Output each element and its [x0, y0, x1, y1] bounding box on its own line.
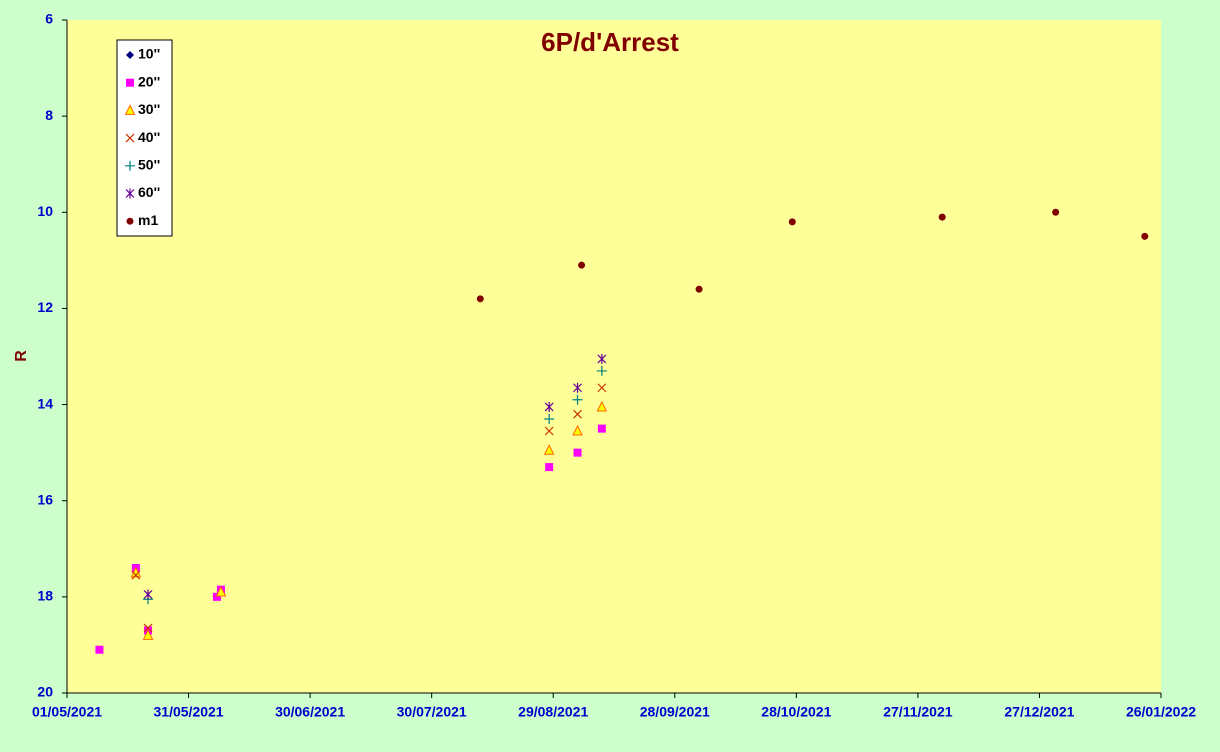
y-axis-label: R: [13, 350, 30, 362]
legend-marker: [126, 217, 134, 225]
x-tick-label: 29/08/2021: [518, 704, 588, 720]
marker: [544, 413, 555, 424]
y-tick-label: 16: [37, 491, 53, 507]
marker: [143, 589, 153, 600]
marker: [476, 295, 484, 303]
marker: [596, 365, 607, 376]
marker: [572, 394, 583, 405]
marker: [788, 218, 796, 226]
x-tick-label: 30/07/2021: [397, 704, 467, 720]
y-tick-label: 6: [45, 11, 53, 27]
legend-label: 20'': [138, 73, 160, 89]
y-tick-label: 18: [37, 588, 53, 604]
x-tick-label: 27/12/2021: [1004, 704, 1074, 720]
y-tick-label: 14: [37, 395, 53, 411]
x-tick-label: 31/05/2021: [154, 704, 224, 720]
x-tick-label: 27/11/2021: [883, 704, 953, 720]
x-tick-label: 01/05/2021: [32, 704, 102, 720]
marker: [573, 382, 582, 393]
legend-label: 60'': [138, 184, 160, 200]
legend-label: 50'': [138, 157, 160, 173]
marker: [573, 409, 582, 419]
y-tick-label: 12: [37, 299, 53, 315]
y-tick-label: 20: [37, 684, 53, 700]
legend-marker: [125, 188, 135, 199]
marker: [938, 213, 946, 221]
marker: [578, 261, 586, 269]
legend-label: 10'': [138, 46, 160, 62]
marker: [596, 400, 608, 412]
legend-marker: [124, 104, 136, 115]
legend-marker: [125, 160, 135, 171]
x-tick-label: 26/01/2022: [1126, 704, 1196, 720]
legend-label: 30'': [138, 101, 160, 117]
x-tick-label: 28/09/2021: [640, 704, 710, 720]
marker: [573, 448, 582, 457]
marker: [544, 426, 554, 436]
plot-area: [67, 20, 1161, 693]
marker: [95, 645, 104, 654]
marker: [597, 383, 607, 393]
x-tick-label: 28/10/2021: [761, 704, 831, 720]
marker: [212, 592, 221, 601]
legend-label: m1: [138, 212, 158, 228]
legend-marker: [125, 133, 135, 143]
marker: [1052, 208, 1060, 216]
marker: [142, 629, 154, 640]
y-tick-label: 8: [45, 107, 53, 123]
marker: [597, 353, 607, 364]
marker: [695, 285, 703, 293]
y-tick-label: 10: [37, 203, 53, 219]
legend: [116, 39, 173, 237]
marker: [543, 444, 555, 455]
marker: [572, 424, 583, 436]
chart-title: 6P/d'Arrest: [541, 27, 679, 57]
marker: [131, 570, 141, 580]
marker: [215, 585, 227, 597]
marker: [1141, 232, 1149, 240]
legend-marker: [126, 78, 134, 87]
legend-marker: [126, 51, 134, 59]
marker: [143, 623, 153, 633]
marker: [597, 424, 606, 433]
marker: [544, 401, 554, 412]
legend-label: 40'': [138, 129, 160, 145]
x-tick-label: 30/06/2021: [275, 704, 345, 720]
marker: [545, 463, 554, 472]
